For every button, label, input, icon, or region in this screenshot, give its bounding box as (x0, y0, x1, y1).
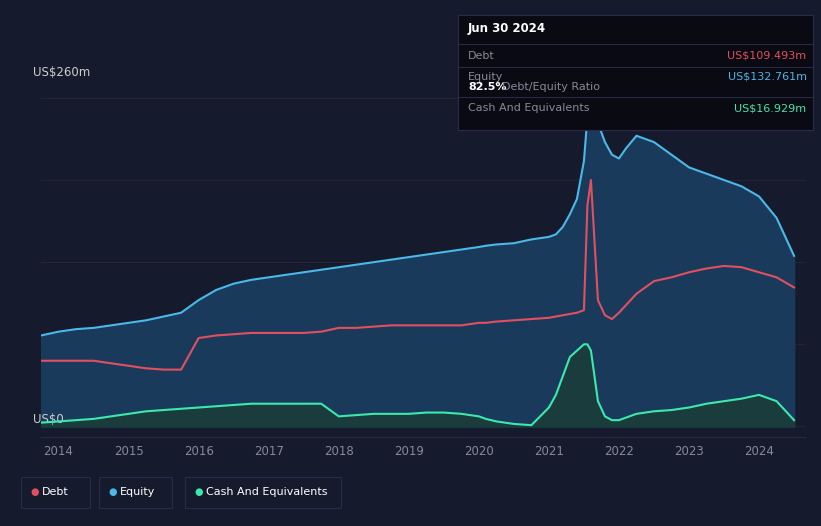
Text: Cash And Equivalents: Cash And Equivalents (468, 103, 589, 113)
Text: US$16.929m: US$16.929m (735, 103, 806, 113)
Text: US$132.761m: US$132.761m (727, 72, 806, 82)
Text: Equity: Equity (468, 72, 503, 82)
Text: ●: ● (195, 487, 203, 498)
Text: Debt/Equity Ratio: Debt/Equity Ratio (502, 82, 600, 92)
Text: ●: ● (108, 487, 117, 498)
Text: Debt: Debt (468, 50, 495, 60)
Text: Jun 30 2024: Jun 30 2024 (468, 23, 546, 35)
Text: 82.5%: 82.5% (468, 82, 507, 92)
Text: Cash And Equivalents: Cash And Equivalents (206, 487, 328, 498)
Text: US$109.493m: US$109.493m (727, 50, 806, 60)
Text: US$0: US$0 (34, 413, 64, 426)
Text: Equity: Equity (120, 487, 155, 498)
Text: US$260m: US$260m (34, 66, 90, 79)
Text: ●: ● (30, 487, 39, 498)
Text: Debt: Debt (42, 487, 69, 498)
